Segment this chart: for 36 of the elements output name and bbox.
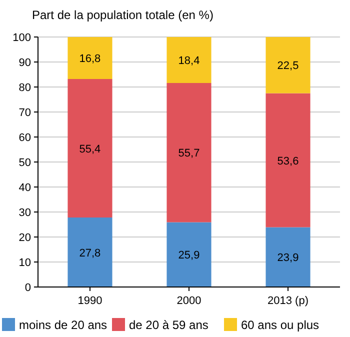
y-tick-label: 0 [24,282,31,294]
y-tick-label: 70 [18,107,31,119]
data-label: 22,5 [277,60,299,72]
data-label: 18,4 [178,55,200,67]
y-tick-label: 100 [12,32,31,44]
y-tick-label: 60 [18,132,31,144]
data-label: 55,4 [79,143,101,156]
y-tick-label: 10 [18,257,31,269]
bar [68,37,112,79]
x-tick-label: 2013 (p) [268,295,309,307]
data-label: 53,6 [277,155,299,168]
legend-label: 60 ans ou plus [241,318,320,332]
bar [266,37,310,94]
bar [68,79,112,218]
bar [68,218,112,287]
y-tick-label: 30 [18,207,31,219]
y-tick-label: 90 [18,57,31,69]
bar [266,93,310,228]
data-label: 23,9 [277,252,299,264]
bar [166,37,212,83]
x-tick-label: 1990 [78,295,102,307]
data-label: 55,7 [178,148,200,160]
data-label: 27,8 [79,247,101,260]
bar [266,227,310,287]
y-axis-title: Part de la population totale (en %) [32,8,214,22]
bar [166,222,212,287]
y-tick-label: 50 [18,157,31,169]
bar [166,83,212,222]
legend-label: de 20 à 59 ans [129,318,208,332]
y-tick-label: 20 [18,232,31,244]
y-tick-label: 40 [18,182,31,194]
legend-label: moins de 20 ans [19,318,108,332]
y-tick-label: 80 [18,82,31,94]
x-tick-label: 2000 [176,295,202,307]
data-label: 16,8 [79,53,101,65]
data-label: 25,9 [178,250,200,262]
